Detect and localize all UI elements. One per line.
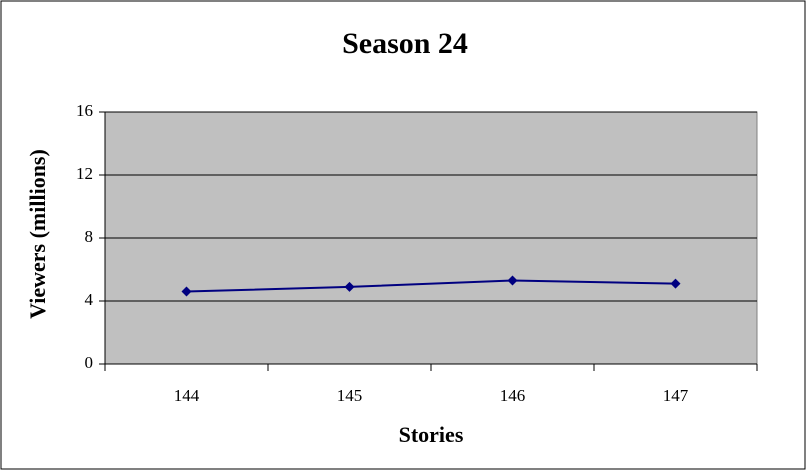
x-tick-label: 146 <box>500 386 526 405</box>
y-tick-label: 8 <box>85 227 94 246</box>
x-tick-label: 147 <box>663 386 689 405</box>
y-tick-label: 12 <box>76 164 93 183</box>
y-tick-label: 4 <box>85 290 94 309</box>
data-point <box>507 275 518 286</box>
data-point <box>181 286 192 297</box>
x-axis-label: Stories <box>399 422 464 447</box>
y-axis-label: Viewers (millions) <box>25 149 50 319</box>
data-point <box>344 281 355 292</box>
series-line <box>186 279 676 293</box>
y-tick-label: 0 <box>85 353 94 372</box>
y-tick-label: 16 <box>76 101 93 120</box>
data-point <box>670 278 681 289</box>
x-tick-label: 145 <box>337 386 363 405</box>
x-tick-label: 144 <box>174 386 200 405</box>
chart-title: Season 24 <box>342 27 468 60</box>
